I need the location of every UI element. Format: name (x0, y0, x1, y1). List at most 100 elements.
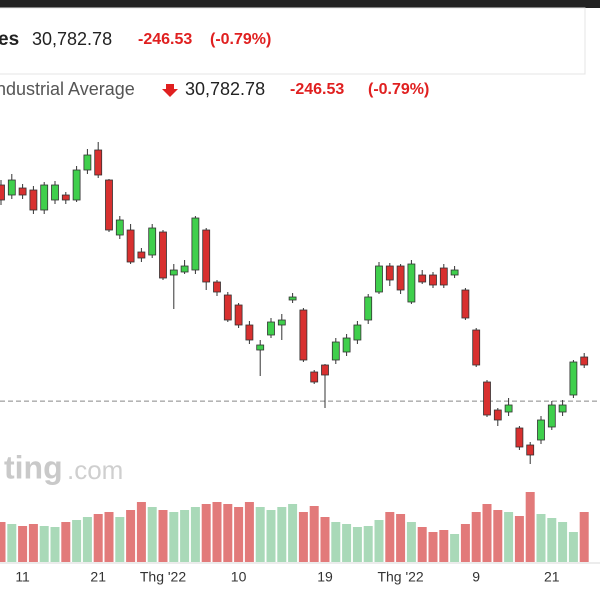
volume-bar (558, 522, 568, 562)
volume-bar (223, 504, 233, 562)
volume-bar (104, 512, 114, 562)
candle-body (418, 274, 427, 283)
volume-bar (212, 502, 222, 562)
volume-bar (93, 514, 103, 562)
candle-body (126, 229, 135, 263)
volume-bar (482, 504, 492, 562)
volume-bar (374, 520, 384, 562)
top-bar (0, 0, 600, 8)
volume-bar (309, 506, 319, 562)
watermark: .com (67, 455, 123, 485)
price: 30,782.78 (185, 79, 265, 99)
volume-bar (493, 510, 503, 562)
volume-bar (180, 510, 190, 562)
x-tick-label: 10 (231, 569, 247, 585)
volume-bar (255, 507, 265, 562)
candle-body (483, 381, 491, 416)
volume-bar (158, 510, 168, 562)
x-tick-label: 19 (317, 569, 333, 585)
volume-bar (352, 527, 362, 562)
volume-bar (514, 516, 524, 562)
candle-body (18, 187, 27, 196)
change: -246.53 (290, 81, 344, 98)
candle-body (429, 274, 437, 286)
candle-body (29, 189, 38, 211)
volume-bar (471, 512, 481, 562)
volume-bar (28, 524, 38, 562)
volume-bar (169, 512, 179, 562)
candle-body (234, 304, 243, 326)
candle-body (310, 371, 319, 383)
volume-bar (115, 517, 125, 562)
candle-body (353, 324, 362, 341)
candle-body (321, 364, 329, 376)
watermark: ting (4, 449, 63, 485)
candle-body (288, 296, 297, 301)
volume-bar (288, 504, 298, 562)
down-arrow (162, 84, 178, 97)
header-change-pct: (-0.79%) (210, 31, 271, 48)
x-tick-label: 11 (15, 569, 30, 585)
volume-bar (82, 517, 92, 562)
candle-body (537, 419, 545, 441)
volume-bar (406, 522, 416, 562)
volume-bar (244, 502, 254, 562)
volume-bar (568, 532, 578, 562)
volume-bar (72, 520, 82, 562)
candle-body (51, 184, 59, 201)
x-tick-label: Thg '22 (377, 569, 423, 585)
candle-body (137, 251, 146, 259)
x-tick-label: 9 (472, 569, 480, 585)
candle-body (364, 296, 373, 321)
volume-bar (363, 526, 373, 562)
volume-bar (320, 517, 330, 562)
header-price: 30,782.78 (32, 29, 112, 49)
candle-body (504, 404, 513, 413)
candle-body (472, 329, 481, 366)
candle-body (493, 409, 502, 421)
change-pct: (-0.79%) (368, 81, 429, 98)
volume-bar (50, 527, 60, 562)
volume-bar (0, 522, 6, 562)
x-tick-label: 21 (544, 569, 560, 585)
candle-body (40, 184, 49, 211)
candle-body (439, 267, 448, 286)
candle-body (461, 289, 470, 319)
candle-body (169, 269, 178, 276)
volume-bar (136, 502, 146, 562)
candle-body (83, 154, 92, 171)
volume-bar (396, 514, 406, 562)
candle-body (245, 324, 254, 341)
candle-body (148, 227, 157, 256)
volume-bar (147, 507, 157, 562)
volume-bar (450, 534, 460, 562)
volume-bar (385, 512, 395, 562)
candle-body (7, 179, 16, 196)
volume-bar (61, 522, 71, 562)
volume-bar (439, 530, 449, 562)
candle-body (407, 263, 416, 303)
candle-body (213, 281, 221, 293)
candle-body (396, 265, 405, 291)
candle-body (277, 319, 286, 326)
volume-bar (536, 514, 546, 562)
candle-body (385, 265, 394, 281)
candle-body (72, 169, 81, 201)
candle-body (299, 309, 308, 361)
header-panel (0, 7, 586, 75)
candle-body (223, 294, 232, 321)
x-tick-label: Thg '22 (140, 569, 186, 585)
volume-bar (525, 492, 535, 562)
candle-body (267, 321, 275, 336)
candle-body (450, 269, 459, 276)
candle-body (94, 149, 103, 176)
candle-body (375, 265, 383, 293)
x-tick-label: 21 (90, 569, 106, 585)
volume-bar (190, 507, 200, 562)
volume-bar (417, 527, 427, 562)
chart-title: ndustrial Average (0, 79, 135, 99)
volume-bar (547, 518, 557, 562)
volume-bar (126, 510, 136, 562)
